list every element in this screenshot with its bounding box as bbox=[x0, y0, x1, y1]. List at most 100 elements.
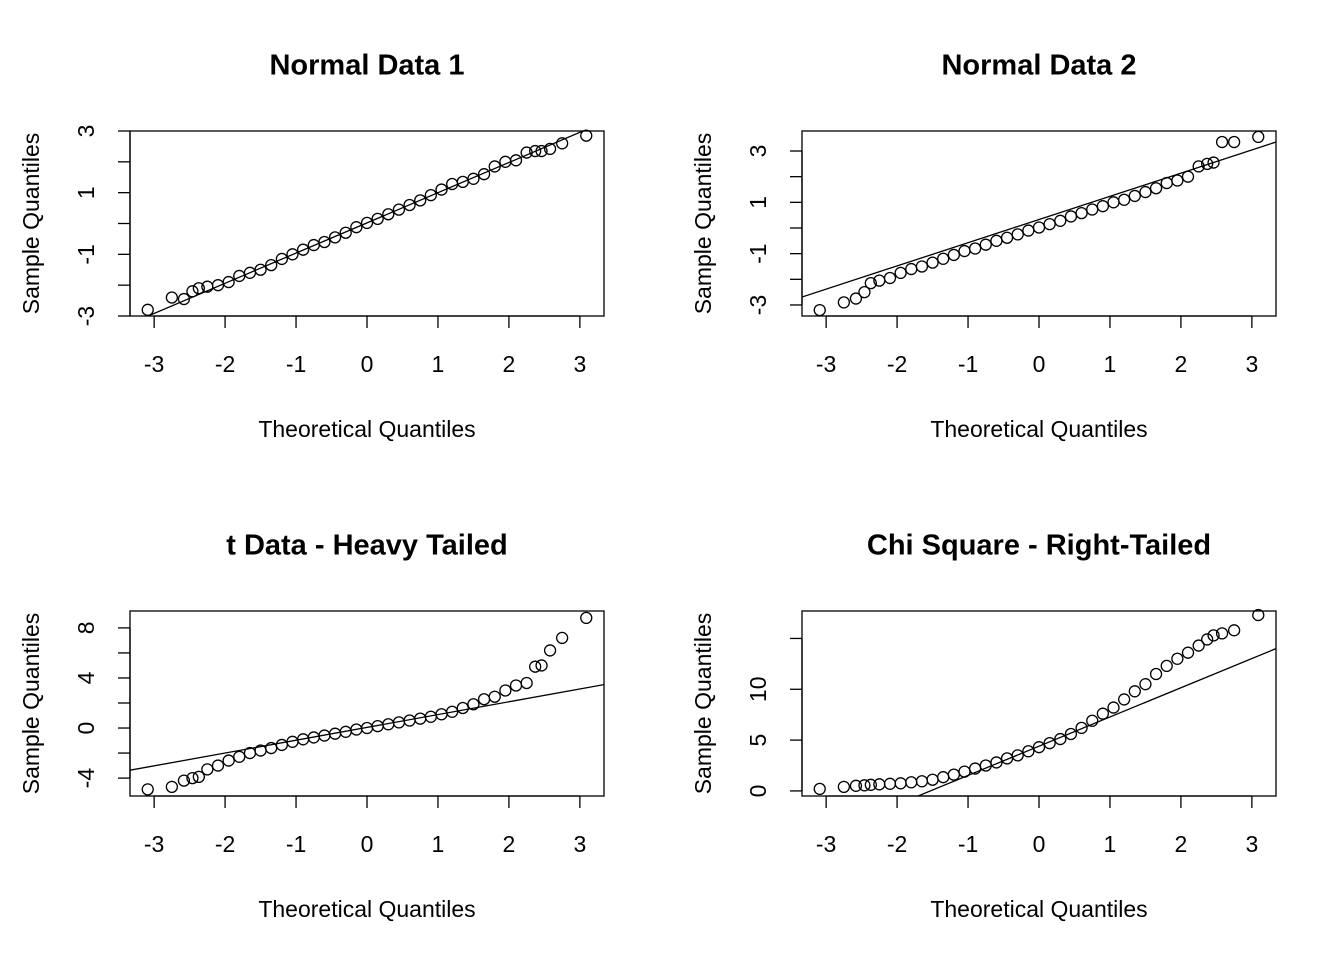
point bbox=[318, 235, 331, 249]
point bbox=[905, 776, 918, 789]
point bbox=[894, 266, 907, 280]
y-tick-label: -3 bbox=[73, 306, 99, 326]
x-axis-label: Theoretical Quantiles bbox=[258, 416, 475, 442]
point bbox=[222, 754, 235, 767]
x-tick-label: 2 bbox=[1175, 831, 1188, 857]
point bbox=[1075, 721, 1088, 735]
plot-frame bbox=[129, 610, 605, 797]
y-axis-label: Sample Quantiles bbox=[690, 133, 716, 315]
point bbox=[1227, 624, 1241, 637]
point bbox=[926, 773, 939, 786]
point bbox=[1252, 130, 1265, 144]
point bbox=[445, 177, 459, 191]
point bbox=[990, 234, 1003, 247]
x-tick-label: 1 bbox=[432, 351, 445, 377]
point bbox=[905, 262, 918, 276]
point bbox=[1011, 228, 1024, 241]
y-tick-label: -4 bbox=[73, 768, 99, 789]
point bbox=[424, 188, 438, 202]
point bbox=[937, 771, 950, 784]
point bbox=[813, 782, 826, 796]
point bbox=[499, 684, 512, 697]
point bbox=[1252, 608, 1265, 622]
y-tick-label: -1 bbox=[73, 244, 99, 264]
point bbox=[915, 775, 929, 788]
point bbox=[1075, 206, 1088, 220]
panel: t Data - Heavy Tailed Theoretical Quantil… bbox=[18, 530, 605, 922]
point bbox=[509, 154, 523, 167]
point bbox=[937, 252, 950, 265]
point bbox=[947, 768, 961, 781]
point bbox=[186, 285, 199, 298]
point bbox=[968, 242, 982, 255]
x-tick-label: -3 bbox=[144, 351, 164, 377]
point bbox=[529, 660, 542, 673]
point bbox=[435, 183, 448, 196]
point bbox=[275, 738, 289, 752]
point bbox=[488, 690, 501, 703]
point bbox=[979, 759, 992, 772]
point bbox=[958, 765, 971, 778]
x-tick-label: 3 bbox=[573, 831, 586, 857]
point bbox=[192, 282, 205, 295]
chart-title: Normal Data 1 bbox=[269, 50, 464, 82]
point bbox=[1215, 135, 1229, 149]
point bbox=[529, 144, 542, 158]
point bbox=[520, 676, 533, 690]
y-tick-label: 4 bbox=[73, 671, 99, 684]
point bbox=[1064, 727, 1078, 741]
point bbox=[222, 275, 235, 289]
x-tick-label: 2 bbox=[503, 351, 516, 377]
y-tick-label: 0 bbox=[73, 722, 99, 735]
point bbox=[1149, 667, 1163, 681]
y-tick-label: 10 bbox=[745, 676, 771, 702]
point bbox=[1192, 160, 1205, 173]
x-tick-label: -3 bbox=[816, 831, 836, 857]
point bbox=[1096, 707, 1110, 720]
panel: Normal Data 2 Theoretical Quantiles Sample… bbox=[690, 50, 1277, 442]
panel: Chi Square - Right-Tailed Theoretical Qua… bbox=[690, 530, 1277, 922]
point bbox=[580, 611, 593, 625]
point bbox=[350, 221, 363, 234]
point bbox=[414, 194, 427, 207]
point bbox=[915, 260, 929, 273]
point bbox=[1149, 182, 1163, 195]
point bbox=[477, 693, 491, 706]
x-tick-label: 0 bbox=[1033, 831, 1046, 857]
point bbox=[1171, 652, 1184, 665]
point bbox=[1171, 174, 1184, 187]
y-axis-label: Sample Quantiles bbox=[18, 613, 44, 795]
point bbox=[286, 248, 299, 261]
point bbox=[849, 292, 863, 305]
chart-title: t Data - Heavy Tailed bbox=[226, 530, 508, 562]
point bbox=[1128, 685, 1141, 698]
x-tick-label: -3 bbox=[816, 351, 836, 377]
x-tick-label: -2 bbox=[215, 831, 235, 857]
point bbox=[265, 258, 278, 272]
y-tick-label: -3 bbox=[745, 295, 771, 315]
point bbox=[201, 763, 214, 776]
x-tick-label: -1 bbox=[286, 831, 306, 857]
x-tick-label: -3 bbox=[144, 831, 164, 857]
point bbox=[488, 160, 501, 173]
point bbox=[858, 285, 871, 299]
point bbox=[1201, 633, 1214, 646]
point bbox=[1043, 217, 1056, 231]
point bbox=[535, 144, 548, 158]
y-axis-label: Sample Quantiles bbox=[18, 133, 44, 315]
point bbox=[883, 777, 897, 790]
point bbox=[813, 303, 826, 317]
x-tick-label: 0 bbox=[1033, 351, 1046, 377]
point bbox=[456, 701, 469, 715]
point bbox=[555, 631, 569, 645]
x-tick-label: 3 bbox=[1245, 351, 1258, 377]
point bbox=[1086, 203, 1099, 216]
point bbox=[211, 759, 225, 772]
point bbox=[1032, 741, 1046, 754]
point bbox=[1054, 214, 1067, 227]
point bbox=[141, 303, 154, 316]
point bbox=[1181, 170, 1195, 183]
x-tick-label: 2 bbox=[503, 831, 516, 857]
y-tick-label: 5 bbox=[745, 734, 771, 747]
point bbox=[141, 783, 154, 796]
